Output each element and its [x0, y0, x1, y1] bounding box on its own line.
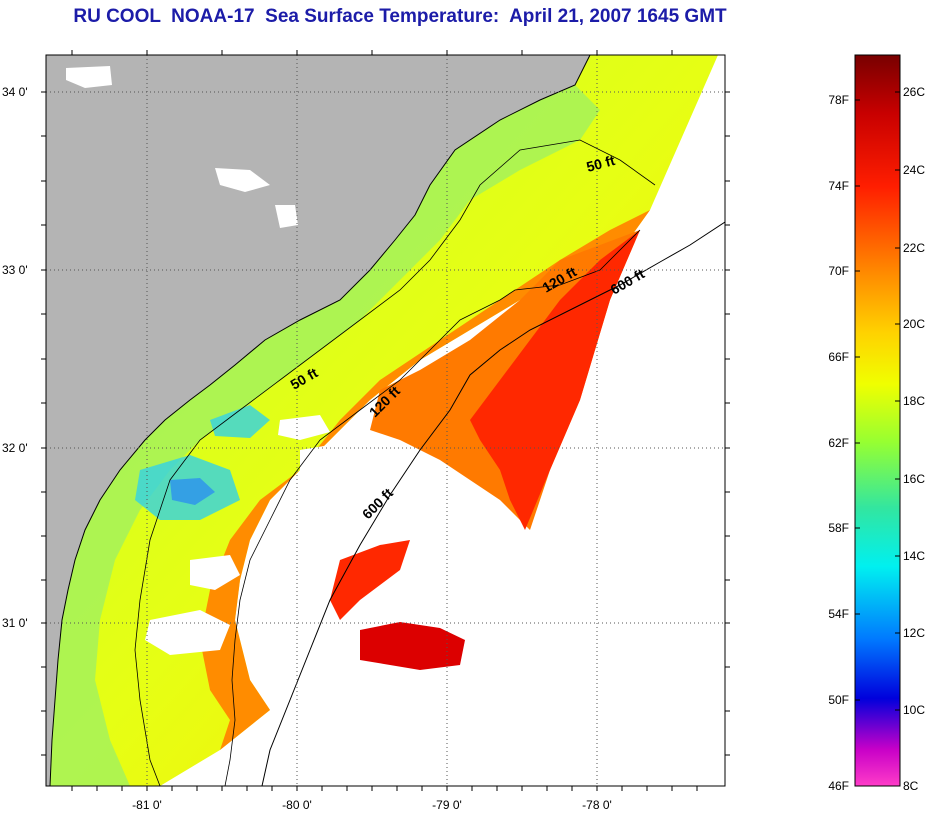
colorbar-f-label: 54F — [828, 607, 849, 621]
isobath-120ft — [224, 229, 641, 786]
colorbar-f-label: 70F — [828, 264, 849, 278]
page-title: RU COOL NOAA-17 Sea Surface Temperature:… — [73, 6, 727, 27]
colorbar-c-labels: 26C 24C 22C 20C 18C 16C 14C 12C 10C 8C — [903, 85, 925, 793]
inland-cloud-patch — [275, 205, 298, 228]
colorbar — [854, 54, 901, 787]
sst-cold-patch — [170, 478, 215, 505]
colorbar-c-label: 10C — [903, 703, 925, 717]
cloud-gap — [278, 415, 330, 440]
colorbar-c-label: 22C — [903, 241, 925, 255]
colorbar-c-label: 12C — [903, 626, 925, 640]
colorbar-f-label: 74F — [828, 179, 849, 193]
colorbar-c-label: 14C — [903, 549, 925, 563]
cloud-gap — [300, 440, 400, 485]
sst-nearshore-cool — [50, 85, 600, 786]
colorbar-c-label: 8C — [903, 779, 919, 793]
land-mass — [46, 55, 590, 786]
inland-cloud-patch — [66, 66, 112, 88]
colorbar-f-label: 78F — [828, 93, 849, 107]
isobath-600ft — [261, 221, 725, 786]
colorbar-c-label: 16C — [903, 472, 925, 486]
isobath-50ft — [134, 139, 656, 786]
sst-warm-darkred — [360, 622, 465, 670]
contour-label-50ft: 50 ft — [585, 152, 617, 175]
colorbar-f-label: 66F — [828, 350, 849, 364]
inland-cloud-patch — [215, 168, 270, 192]
lon-label: -80 0' — [282, 798, 312, 812]
map-area — [46, 55, 725, 786]
colorbar-c-label: 26C — [903, 85, 925, 99]
coastline — [49, 55, 591, 786]
colorbar-c-label: 24C — [903, 163, 925, 177]
lat-label: 34 0' — [2, 85, 28, 99]
sst-warm-red — [330, 540, 410, 620]
lon-label: -81 0' — [132, 798, 162, 812]
cloud-gap — [190, 555, 240, 590]
axis-ticks — [41, 50, 730, 791]
cloud-gap — [145, 610, 230, 655]
lon-label: -79 0' — [432, 798, 462, 812]
sst-warm-red — [470, 230, 640, 530]
colorbar-c-label: 18C — [903, 394, 925, 408]
colorbar-f-label: 46F — [828, 779, 849, 793]
sst-cold-patch — [210, 405, 270, 438]
map-frame — [45, 54, 726, 787]
colorbar-f-label: 62F — [828, 436, 849, 450]
colorbar-ticks — [855, 91, 900, 711]
lat-label: 31 0' — [2, 616, 28, 630]
lat-label: 33 0' — [2, 263, 28, 277]
lat-label: 32 0' — [2, 441, 28, 455]
lon-label: -78 0' — [582, 798, 612, 812]
colorbar-f-labels: 78F 74F 70F 66F 62F 58F 54F 50F 46F — [828, 93, 849, 793]
colorbar-f-label: 50F — [828, 693, 849, 707]
colorbar-f-label: 58F — [828, 521, 849, 535]
colorbar-c-label: 20C — [903, 317, 925, 331]
